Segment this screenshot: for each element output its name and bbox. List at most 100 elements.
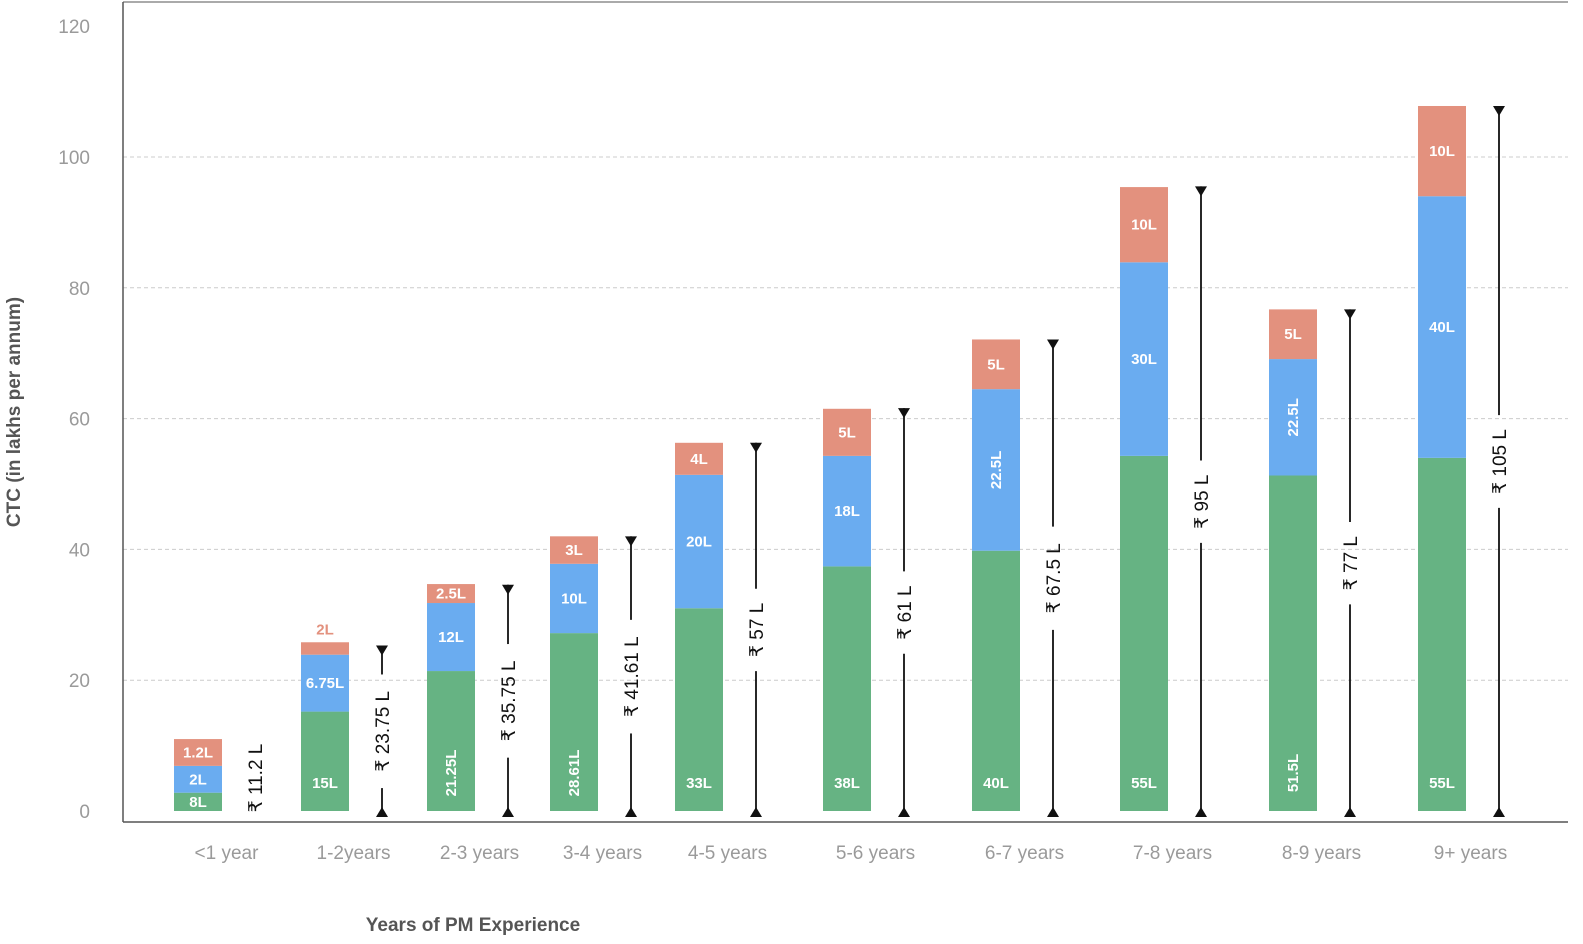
y-axis-ticks: 0 20 40 60 80 100 120	[58, 17, 90, 823]
x-tick-label: 6-7 years	[985, 843, 1064, 864]
total-label: ₹ 105 L	[1490, 429, 1511, 494]
total-label: ₹ 57 L	[747, 603, 768, 657]
bar-segment	[174, 765, 222, 793]
bar-segment-label: 55L	[1429, 775, 1455, 792]
total-label: ₹ 95 L	[1192, 475, 1213, 529]
x-tick-label: 4-5 years	[688, 843, 767, 864]
bar-segment-label: 10L	[1131, 217, 1157, 234]
bar-segment-label: 18L	[834, 503, 860, 520]
bar-segment	[1418, 457, 1466, 811]
total-arrow-bottom	[625, 807, 637, 817]
y-tick-label: 40	[69, 540, 90, 561]
total-arrow-bottom	[1047, 807, 1059, 817]
y-tick-label: 120	[58, 17, 90, 38]
bar-segment	[550, 633, 598, 811]
y-tick-label: 20	[69, 671, 90, 692]
bar-segment	[1418, 196, 1466, 458]
total-arrow-bottom	[1493, 807, 1505, 817]
total-arrow-bottom	[376, 807, 388, 817]
bar-segment	[1120, 262, 1168, 456]
bar-segment-label: 51.5L	[1285, 754, 1302, 792]
bar-segment-label: 6.75L	[306, 675, 344, 692]
bar-segment-label: 1.2L	[183, 744, 213, 761]
y-tick-label: 0	[79, 802, 90, 823]
total-arrow-bottom	[1344, 807, 1356, 817]
bar-segment	[823, 408, 871, 456]
total-label: ₹ 61 L	[895, 585, 916, 639]
total-arrow-bottom	[898, 807, 910, 817]
x-axis-ticks: <1 year 1-2years 2-3 years 3-4 years 4-5 yea…	[195, 843, 1508, 864]
bar-segment	[174, 739, 222, 766]
total-arrow-top	[625, 536, 637, 547]
bar-segment-label: 10L	[561, 590, 587, 607]
bar-segment-label: 20L	[686, 534, 712, 551]
bar-segment-label: 8L	[189, 794, 207, 811]
bars: 8L 2L 1.2L 15L 6.75L 2L 21.25L 12L 2.5L 28.61L 10L…	[174, 105, 1466, 811]
total-label: ₹ 23.75 L	[373, 691, 394, 772]
bar-segment	[550, 536, 598, 564]
bar-segment-label: 2.5L	[436, 586, 466, 603]
y-tick-label: 80	[69, 279, 90, 300]
y-tick-label: 100	[58, 148, 90, 169]
total-label: ₹ 35.75 L	[499, 660, 520, 741]
bar-segment-label: 38L	[834, 775, 860, 792]
bar-segment-label: 5L	[838, 424, 856, 441]
bar-segment	[675, 474, 723, 609]
totals: ₹ 11.2 L ₹ 23.75 L ₹ 35.75 L ₹ 41.61 L ₹ 57 …	[246, 105, 1511, 817]
total-arrow-top	[898, 408, 910, 419]
bar-segment-label: 5L	[1284, 326, 1302, 343]
total-arrow-top	[1344, 309, 1356, 320]
x-tick-label: <1 year	[195, 843, 260, 864]
bar-segment	[972, 550, 1020, 811]
total-label: ₹ 41.61 L	[622, 636, 643, 717]
total-arrow-top	[502, 584, 514, 595]
y-axis-title: CTC (in lakhs per annum)	[4, 297, 25, 527]
bar-segment	[1269, 475, 1317, 811]
x-tick-label: 1-2years	[317, 843, 391, 864]
bar-segment-label: 55L	[1131, 775, 1157, 792]
total-arrow-top	[1493, 105, 1505, 116]
bar-segment	[301, 642, 349, 655]
x-tick-label: 5-6 years	[836, 843, 915, 864]
bar-segment	[972, 389, 1020, 551]
bar-segment-label: 15L	[312, 775, 338, 792]
bar-segment	[823, 455, 871, 567]
bar-segment	[301, 711, 349, 811]
x-tick-label: 2-3 years	[440, 843, 519, 864]
bar-segment	[301, 654, 349, 712]
total-label: ₹ 77 L	[1341, 536, 1362, 590]
total-label: ₹ 11.2 L	[246, 744, 267, 813]
x-tick-label: 3-4 years	[563, 843, 642, 864]
bar-segment	[675, 608, 723, 811]
bar-segment	[675, 442, 723, 475]
total-arrow-bottom	[750, 807, 762, 817]
bar-segment-label: 22.5L	[1285, 398, 1302, 436]
bar-segment-label: 4L	[690, 451, 708, 468]
bar-segment	[1269, 359, 1317, 476]
bar-segment	[550, 563, 598, 634]
bar-segment-label: 12L	[438, 629, 464, 646]
total-arrow-top	[376, 645, 388, 656]
bar-segment-label: 28.61L	[566, 750, 583, 797]
x-axis-title: Years of PM Experience	[366, 915, 580, 936]
bar-segment-label: 21.25L	[443, 750, 460, 797]
total-arrow-top	[750, 442, 762, 453]
bar-segment	[1120, 455, 1168, 811]
bar-segment	[427, 584, 475, 604]
x-tick-label: 9+ years	[1434, 843, 1507, 864]
total-arrow-top	[1195, 186, 1207, 197]
bar-segment	[1120, 187, 1168, 263]
y-tick-label: 60	[69, 410, 90, 431]
bar-segment-label: 40L	[983, 775, 1009, 792]
total-arrow-top	[1047, 339, 1059, 350]
bar-segment	[972, 339, 1020, 390]
bar-segment	[1269, 309, 1317, 360]
bar-segment	[823, 566, 871, 811]
bar-segment	[1418, 105, 1466, 197]
bar-segment-label: 2L	[316, 621, 334, 638]
bar-segment-label: 10L	[1429, 143, 1455, 160]
bar-segment	[174, 792, 222, 811]
bar-segment	[427, 671, 475, 811]
total-label: ₹ 67.5 L	[1044, 543, 1065, 613]
